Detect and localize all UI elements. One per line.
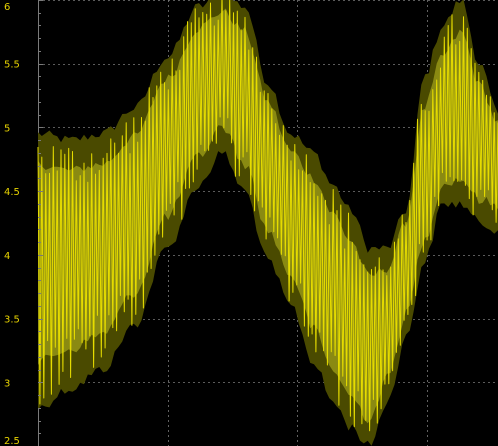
trace-line [37, 0, 498, 432]
y-tick-label: 2.5 [4, 436, 20, 446]
y-tick-label: 6 [4, 2, 10, 13]
y-tick-label: 4 [4, 251, 10, 262]
y-tick-label: 5.5 [4, 60, 20, 71]
y-tick-label: 3.5 [4, 315, 20, 326]
y-tick-label: 5 [4, 123, 10, 134]
y-tick-label: 3 [4, 378, 10, 389]
y-axis-ticks: 2.5 3 3.5 4 4.5 5 5.5 6 [4, 0, 43, 446]
y-tick-label: 4.5 [4, 187, 20, 198]
